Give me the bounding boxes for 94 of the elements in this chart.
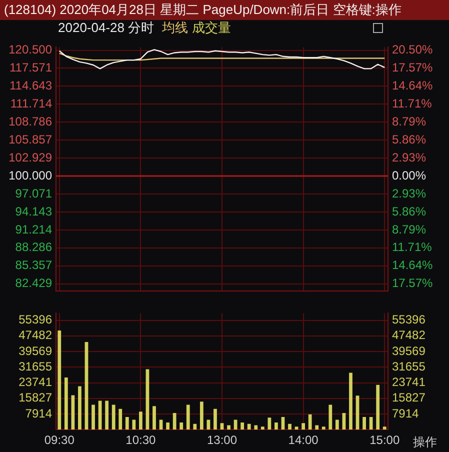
y2-tick-label: 2.93% [392, 186, 426, 200]
y-tick-label: 100.000 [8, 168, 52, 182]
y2-tick-label: 31655 [392, 359, 426, 374]
bar [240, 422, 244, 430]
bar [234, 420, 238, 430]
bar [268, 418, 272, 430]
bar [64, 378, 68, 430]
y2-tick-label: 11.71% [392, 240, 432, 254]
y-tick-label: 15827 [18, 390, 52, 405]
bar [206, 420, 210, 430]
y-tick-label: 55396 [18, 312, 52, 327]
y-tick-label: 88.286 [15, 240, 52, 254]
y2-tick-label: 39569 [392, 344, 426, 358]
bar [172, 413, 176, 430]
bar [139, 412, 142, 430]
bar [369, 416, 373, 430]
bar [302, 423, 305, 430]
y-tick-label: 47482 [18, 328, 52, 342]
y2-tick-label: 8.79% [392, 114, 426, 128]
bar [200, 402, 204, 430]
bar [78, 386, 82, 430]
y2-tick-label: 20.50% [392, 42, 434, 57]
y-tick-label: 94.143 [15, 204, 52, 218]
y-tick-label: 108.786 [8, 114, 52, 128]
y-tick-label: 39569 [18, 344, 52, 358]
y-tick-label: 114.643 [10, 78, 52, 93]
y2-tick-label: 14.64% [392, 78, 434, 93]
y-tick-label: 7914 [25, 406, 52, 420]
y-tick-label: 31655 [18, 359, 52, 374]
x-tick-label: 15:00 [370, 433, 400, 448]
y-tick-label: 91.214 [15, 222, 52, 236]
text: 操作 [413, 434, 437, 451]
x-tick-label: 09:30 [44, 433, 75, 448]
x-tick-label: 14:00 [288, 433, 319, 448]
bar [362, 416, 366, 430]
y-tick-label: 111.714 [10, 96, 52, 110]
series-label: 均线 [162, 19, 188, 37]
y-tick-label: 23741 [18, 375, 52, 390]
bar [288, 424, 292, 430]
y2-tick-label: 5.86% [392, 204, 426, 218]
y2-tick-label: 47482 [392, 328, 426, 342]
y2-tick-label: 11.71% [392, 96, 432, 111]
bar [274, 422, 278, 430]
bar [214, 408, 217, 430]
bar [335, 420, 339, 430]
bar [71, 395, 75, 430]
y2-tick-label: 15827 [392, 390, 426, 405]
bar [152, 406, 156, 430]
bar [186, 404, 190, 430]
bar [308, 414, 312, 430]
y2-tick-label: 0.00% [392, 168, 426, 182]
bar [180, 422, 184, 430]
y2-tick-label: 23741 [392, 375, 426, 390]
bar [328, 404, 332, 430]
bar [260, 426, 264, 430]
bar [118, 408, 122, 430]
y-tick-label: 85.357 [15, 258, 52, 272]
bar [166, 422, 170, 430]
bar [125, 416, 129, 430]
bar [315, 425, 319, 430]
y2-tick-label: 8.79% [392, 222, 426, 236]
y2-tick-label: 17.57% [392, 60, 434, 75]
x-tick-label: 13:00 [206, 433, 238, 448]
y2-tick-label: 17.57% [392, 276, 434, 290]
y2-tick-label: 5.86% [392, 132, 426, 146]
y-tick-label: 82.429 [15, 276, 52, 290]
y-tick-label: 105.857 [8, 132, 52, 146]
bar [376, 384, 380, 430]
bar [294, 426, 298, 430]
y2-tick-label: 2.93% [392, 150, 426, 164]
bar [112, 404, 116, 430]
chart-subtitle: 2020-04-28 分时 [58, 19, 154, 37]
y2-tick-label: 55396 [392, 312, 426, 327]
bar [92, 404, 95, 430]
bar [322, 426, 326, 430]
bar [227, 425, 230, 430]
y-tick-label: 97.071 [15, 186, 52, 200]
x-tick-label: 10:30 [126, 433, 156, 448]
bar [349, 372, 352, 430]
y2-tick-label: 14.64% [392, 258, 434, 272]
y-tick-label: 120.500 [8, 42, 52, 57]
bar [193, 424, 197, 430]
bar [132, 420, 136, 430]
y2-tick-label: 7914 [392, 406, 420, 420]
bar [105, 400, 109, 430]
bar [247, 424, 251, 430]
bar [58, 330, 62, 430]
y-tick-label: 117.571 [10, 60, 52, 75]
text: 成交量 [192, 20, 232, 35]
bar [159, 420, 163, 430]
bar [254, 425, 258, 430]
bar [382, 426, 386, 430]
y-tick-label: 102.929 [8, 150, 52, 164]
chart-title: (128104) 2020年04月28日 星期二 PageUp/Down:前后日 空格键:操作 [0, 0, 449, 20]
